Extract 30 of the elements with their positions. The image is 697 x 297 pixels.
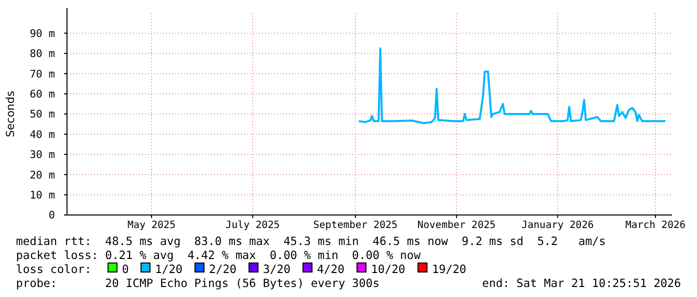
legend-label: 4/20: [317, 262, 345, 276]
legend-label: 19/20: [432, 262, 466, 276]
text: packet loss: 0.21 % avg 4.42 % max 0.00 % min 0.00 % now: [16, 248, 421, 262]
legend-label: 1/20: [155, 262, 183, 276]
legend-label: 2/20: [209, 262, 237, 276]
y-tick-label: 50 m: [30, 108, 55, 121]
y-tick-label: 20 m: [30, 169, 55, 182]
y-axis-title: Seconds: [4, 90, 17, 138]
y-tick-label: 0: [48, 210, 55, 222]
x-tick-label: January 2026: [522, 220, 594, 231]
x-tick-label: November 2025: [417, 220, 496, 231]
legend-title: loss color:: [16, 262, 92, 276]
text: probe: 20 ICMP Echo Pings (56 Bytes) every 300s: [16, 276, 380, 290]
legend-label: 3/20: [263, 262, 291, 276]
y-tick-label: 10 m: [30, 189, 55, 202]
y-tick-label: 80 m: [30, 48, 55, 60]
legend-label: 0: [122, 262, 129, 276]
y-tick-label: 30 m: [30, 149, 55, 162]
y-tick-label: 90 m: [30, 28, 55, 40]
x-tick-label: May 2025: [127, 220, 176, 231]
x-tick-label: March 2026: [625, 220, 686, 231]
text: end: Sat Mar 21 10:25:51 2026: [482, 276, 682, 290]
legend-label: 10/20: [371, 262, 406, 276]
x-tick-label: July 2025: [226, 220, 280, 231]
y-tick-label: 40 m: [30, 128, 55, 141]
x-tick-label: September 2025: [313, 220, 398, 231]
y-tick-label: 60 m: [30, 88, 55, 100]
line-series: [358, 47, 666, 124]
text: median rtt: 48.5 ms avg 83.0 ms max 45.3 ms min 46.5 ms now 9.2 ms sd 5.2 am/s: [16, 234, 606, 248]
y-tick-label: 70 m: [30, 68, 55, 80]
